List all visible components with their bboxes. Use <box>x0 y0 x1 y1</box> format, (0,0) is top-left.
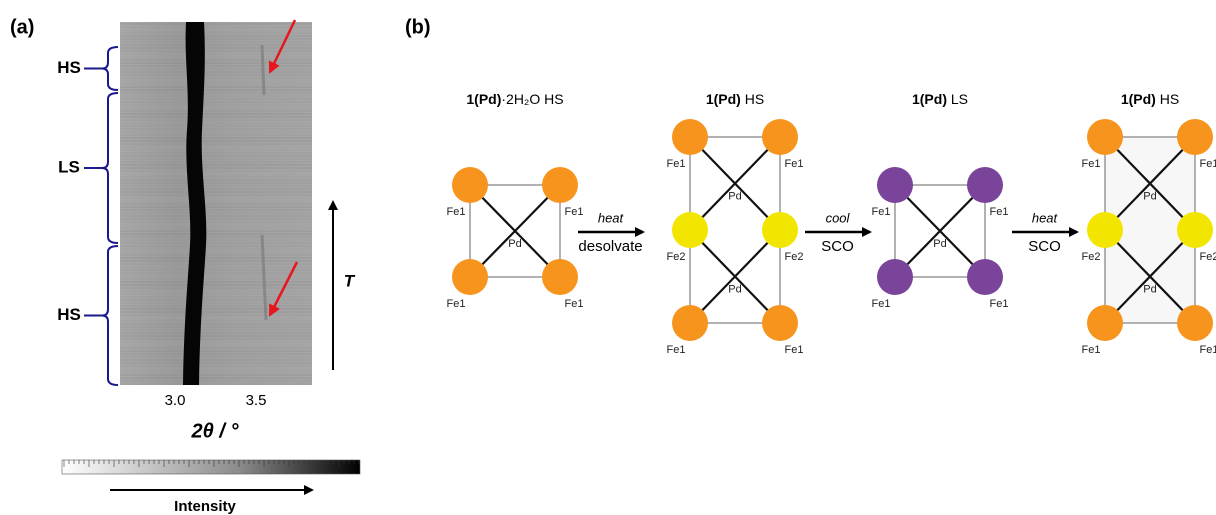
metal-atom <box>672 119 708 155</box>
atom-label: Fe1 <box>1082 158 1101 170</box>
x-tick-label: 3.5 <box>246 392 267 409</box>
compound: 1(Pd) <box>466 91 501 107</box>
compound: 1(Pd) <box>1121 91 1156 107</box>
atom-label: Fe1 <box>990 206 1009 218</box>
metal-atom <box>967 167 1003 203</box>
metal-atom <box>967 259 1003 295</box>
atom-label: Fe2 <box>667 251 686 263</box>
center-label: Pd <box>1143 190 1156 202</box>
atom-label: Fe2 <box>1200 251 1216 263</box>
state: ·2H₂O HS <box>501 91 563 107</box>
atom-label: Fe1 <box>565 298 584 310</box>
metal-atom <box>1087 212 1123 248</box>
compound: 1(Pd) <box>706 91 741 107</box>
structure-title: 1(Pd) HS <box>1121 91 1179 107</box>
center-label: Pd <box>508 238 521 250</box>
metal-atom <box>1087 119 1123 155</box>
metal-atom <box>452 259 488 295</box>
atom-label: Fe1 <box>785 158 804 170</box>
atom-label: Fe1 <box>447 298 466 310</box>
state-label: HS <box>57 305 81 324</box>
brace <box>102 47 118 90</box>
process-name: SCO <box>1028 238 1061 255</box>
structure-title: 1(Pd) LS <box>912 91 968 107</box>
atom-label: Fe1 <box>447 206 466 218</box>
atom-label: Fe1 <box>785 344 804 356</box>
metal-atom <box>762 212 798 248</box>
metal-atom <box>452 167 488 203</box>
atom-label: Fe1 <box>1082 344 1101 356</box>
panel-label: (b) <box>405 16 431 38</box>
atom-label: Fe1 <box>565 206 584 218</box>
brace <box>102 93 118 243</box>
atom-label: Fe1 <box>1200 344 1216 356</box>
atom-label: Fe2 <box>1082 251 1101 263</box>
metal-atom <box>542 167 578 203</box>
metal-atom <box>1177 119 1213 155</box>
compound: 1(Pd) <box>912 91 947 107</box>
temperature-label: T <box>344 271 356 290</box>
intensity-scale <box>62 460 360 474</box>
map-streaks <box>120 24 312 384</box>
metal-atom <box>1087 305 1123 341</box>
center-label: Pd <box>933 238 946 250</box>
x-tick-label: 3.0 <box>165 392 186 409</box>
atom-label: Fe1 <box>872 206 891 218</box>
metal-atom <box>762 305 798 341</box>
state: HS <box>741 91 764 107</box>
process-condition: heat <box>598 210 625 225</box>
structure-title: 1(Pd)·2H₂O HS <box>466 91 563 107</box>
center-label: Pd <box>1143 283 1156 295</box>
state-label: HS <box>57 58 81 77</box>
process-condition: heat <box>1032 210 1059 225</box>
atom-label: Fe1 <box>990 298 1009 310</box>
atom-label: Fe1 <box>872 298 891 310</box>
structure-title: 1(Pd) HS <box>706 91 764 107</box>
intensity-label: Intensity <box>174 498 236 515</box>
center-label: Pd <box>728 190 741 202</box>
metal-atom <box>542 259 578 295</box>
atom-label: Fe2 <box>785 251 804 263</box>
metal-atom <box>877 167 913 203</box>
metal-atom <box>877 259 913 295</box>
state: HS <box>1156 91 1179 107</box>
atom-label: Fe1 <box>1200 158 1216 170</box>
metal-atom <box>1177 305 1213 341</box>
state: LS <box>947 91 968 107</box>
metal-atom <box>672 305 708 341</box>
metal-atom <box>762 119 798 155</box>
process-name: SCO <box>821 238 854 255</box>
metal-atom <box>1177 212 1213 248</box>
process-condition: cool <box>826 210 851 225</box>
atom-label: Fe1 <box>667 344 686 356</box>
center-label: Pd <box>728 283 741 295</box>
diffraction-map <box>120 22 312 385</box>
state-label: LS <box>58 157 80 176</box>
panel-label: (a) <box>10 16 34 38</box>
brace <box>102 246 118 385</box>
figure: (a) HS LS HS 3.0 3.5 2θ / ° T Intensity (b… <box>0 0 1216 515</box>
metal-atom <box>672 212 708 248</box>
atom-label: Fe1 <box>667 158 686 170</box>
process-name: desolvate <box>578 238 642 255</box>
x-axis-label: 2θ / ° <box>191 420 240 442</box>
